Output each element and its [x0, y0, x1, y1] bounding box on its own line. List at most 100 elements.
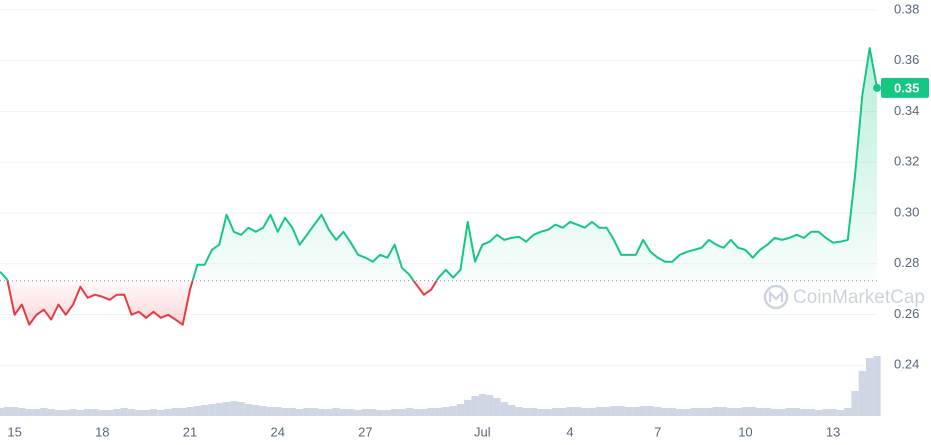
volume-bar [705, 408, 713, 416]
x-tick-label: 27 [358, 424, 372, 439]
x-tick-label: Jul [474, 424, 491, 439]
volume-bar [471, 396, 479, 416]
volume-bar [529, 408, 538, 416]
volume-bar [274, 407, 282, 416]
volume-bar [829, 409, 837, 416]
volume-bar [785, 408, 793, 416]
volume-bar [610, 406, 618, 416]
volume-bar [866, 358, 874, 416]
volume-bar [69, 409, 77, 416]
volume-bar [339, 409, 348, 416]
volume-bar [288, 408, 296, 416]
volume-bar [822, 409, 830, 416]
volume-bar [456, 404, 465, 416]
volume-bar [405, 408, 413, 416]
volume-bar [259, 406, 267, 416]
volume-bar [559, 408, 567, 416]
volume-bar [814, 410, 823, 416]
volume-bar [427, 408, 435, 416]
volume-bar [10, 407, 19, 416]
volume-bar [135, 410, 143, 416]
volume-bar [873, 356, 881, 416]
volume-bar [654, 407, 662, 416]
volume-bar [0, 408, 4, 416]
volume-bar [332, 408, 340, 416]
volume-bar [800, 409, 808, 416]
watermark-text: CoinMarketCap [793, 287, 925, 308]
price-tag [881, 77, 929, 98]
volume-bar [617, 406, 625, 416]
watermark: CoinMarketCap [763, 284, 925, 310]
volume-bar [464, 400, 472, 416]
volume-bar [230, 401, 238, 416]
volume-bar [186, 407, 194, 416]
volume-bar [354, 410, 362, 416]
volume-bar [317, 409, 326, 416]
volume-bar [486, 395, 494, 416]
volume-bar [719, 407, 728, 416]
volume-bar [581, 408, 589, 416]
volume-bar [3, 407, 11, 416]
volume-bar [252, 405, 260, 416]
volume-bar [127, 409, 136, 416]
volume-bar [478, 394, 487, 416]
volume-bar [295, 409, 304, 416]
volume-bar [420, 409, 428, 416]
y-tick-label: 0.38 [894, 1, 919, 16]
x-tick-label: 13 [826, 424, 840, 439]
x-tick-label: 10 [738, 424, 752, 439]
volume-bar [449, 406, 457, 416]
volume-bar [507, 405, 516, 416]
volume-bar [376, 410, 384, 416]
y-tick-label: 0.30 [894, 204, 919, 219]
volume-bar [76, 410, 85, 416]
volume-bar [500, 402, 508, 416]
volume-bar [763, 408, 772, 416]
volume-bar [157, 410, 165, 416]
volume-bar [515, 407, 523, 416]
volume-bar [347, 409, 355, 416]
last-point [873, 83, 881, 92]
volume-bar [84, 409, 92, 416]
volume-bar [361, 409, 370, 416]
volume-bar [771, 409, 779, 416]
volume-bar [741, 407, 750, 416]
volume-bar [281, 408, 289, 416]
volume-bar [544, 409, 552, 416]
volume-bar [588, 408, 596, 416]
volume-bar [208, 404, 216, 416]
volume-bar [551, 408, 560, 416]
volume-bar [164, 409, 172, 416]
volume-bar [193, 406, 201, 416]
volume-bar [661, 408, 669, 416]
y-tick-label: 0.24 [894, 357, 919, 372]
y-tick-label: 0.34 [894, 103, 919, 118]
volume-bar [683, 409, 691, 416]
volume-bar [792, 408, 801, 416]
volume-bar [676, 409, 684, 416]
volume-bar [522, 408, 530, 416]
volume-bar [91, 409, 99, 416]
area [0, 48, 877, 325]
volume-bar [98, 410, 106, 416]
volume-bar [149, 409, 158, 416]
x-tick-label: 24 [270, 424, 284, 439]
volume-bar [442, 407, 450, 416]
volume-bar [756, 408, 764, 416]
x-tick-label: 7 [654, 424, 661, 439]
volume-bar [727, 408, 735, 416]
volume-bar [595, 407, 603, 416]
volume-bar [844, 408, 852, 416]
volume-bar [639, 406, 647, 416]
volume-bar [54, 410, 63, 416]
volume-bar [632, 407, 640, 416]
volume-bar [47, 409, 55, 416]
y-tick-label: 0.26 [894, 306, 919, 321]
volume-bar [537, 409, 545, 416]
volume-bar [325, 409, 333, 416]
volume-bar [807, 409, 815, 416]
volume-bar [383, 410, 391, 416]
volume-bar [18, 408, 26, 416]
volume-bar [858, 371, 867, 416]
